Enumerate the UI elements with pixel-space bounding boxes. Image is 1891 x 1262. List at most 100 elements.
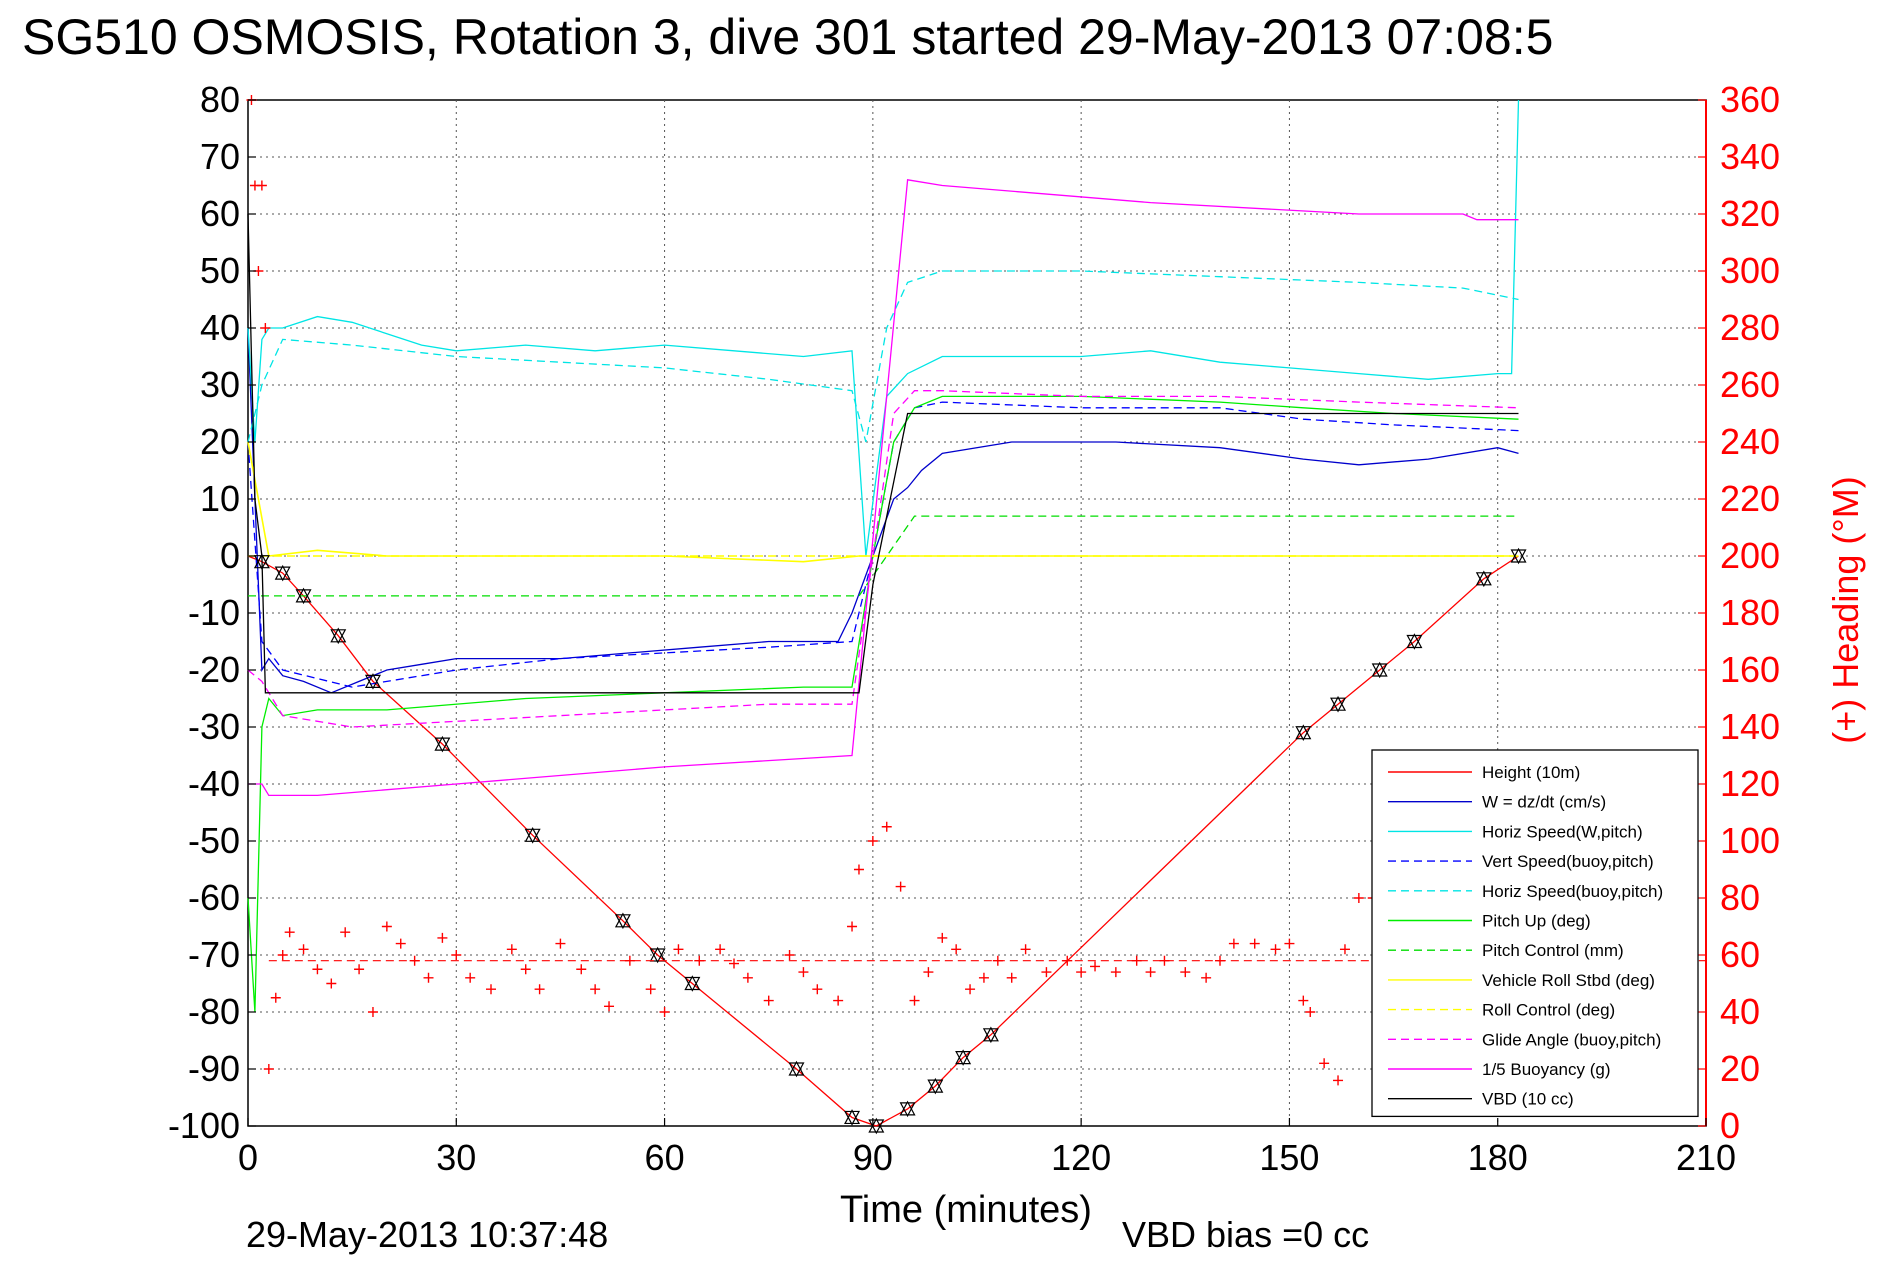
x-axis-label: Time (minutes) [840,1189,1092,1231]
x-tick-label: 180 [1468,1137,1528,1178]
y-tick-label: -90 [188,1048,240,1089]
heading-point [465,972,476,983]
legend-label: Glide Angle (buoy,pitch) [1482,1030,1661,1049]
height-marker [927,1079,944,1095]
heading-point [1270,944,1281,955]
heading-point [867,836,878,846]
y2-tick-label: 180 [1720,592,1780,633]
heading-point [1180,967,1191,978]
heading-point [381,921,392,932]
y-tick-label: -10 [188,592,240,633]
heading-point [354,964,365,975]
heading-point [1228,938,1239,949]
heading-point [951,944,962,955]
height-marker [330,629,347,645]
y-tick-label: 20 [200,421,240,462]
height-marker [1406,634,1423,650]
heading-point [437,932,448,943]
heading-point [555,938,566,949]
y-tick-label: -20 [188,649,240,690]
x-tick-label: 150 [1259,1137,1319,1178]
heading-point [277,950,288,960]
heading-point [881,821,892,832]
heading-point [256,180,267,191]
y-tick-label: -60 [188,877,240,918]
heading-point [604,1001,615,1012]
heading-point [895,881,906,892]
plot-area [246,95,1707,1135]
heading-point [729,958,739,969]
height-marker [868,1119,885,1135]
x-tick-label: 60 [645,1137,685,1178]
heading-point [1215,955,1225,966]
heading-point [486,984,496,995]
series-line-1 [247,327,1519,694]
heading-point [1090,961,1101,972]
y2-tick-label: 120 [1720,763,1780,804]
legend-box [1371,749,1699,1118]
y-tick-label: 40 [200,307,240,348]
heading-point [395,938,406,949]
y-tick-label: 60 [200,193,240,234]
heading-point [645,984,656,995]
y2-tick-label: 200 [1720,535,1780,576]
y2-tick-label: 300 [1720,250,1780,291]
heading-point [992,955,1003,966]
heading-point [937,932,948,943]
y-tick-label: -30 [188,706,240,747]
heading-point [534,984,545,995]
heading-point [798,967,809,978]
height-marker [684,976,701,992]
heading-point [784,950,795,960]
y-tick-label: -80 [188,991,240,1032]
heading-point [659,1007,670,1017]
y2-tick-label: 40 [1720,991,1760,1032]
y-tick-label: 50 [200,250,240,291]
heading-point [1110,967,1121,978]
y2-tick-label: 360 [1720,79,1780,120]
vbd-bias-label: VBD bias =0 cc [1122,1214,1369,1255]
heading-point [1076,967,1087,978]
y-tick-label: 80 [200,79,240,120]
heading-point [715,944,726,955]
heading-point [1041,967,1052,978]
height-marker [434,737,451,753]
legend-label: Vert Speed(buoy,pitch) [1482,852,1654,871]
y2-tick-label: 140 [1720,706,1780,747]
height-marker [614,914,631,930]
heading-point [1284,938,1295,949]
legend-label: Pitch Up (deg) [1482,912,1591,931]
legend-label: Horiz Speed(W,pitch) [1482,822,1643,841]
heading-point [1319,1058,1330,1069]
heading-point [694,955,705,966]
heading-point [270,992,281,1003]
heading-point [590,984,601,995]
heading-point [812,984,823,995]
heading-point [763,995,774,1006]
heading-point [1062,955,1073,966]
heading-point [1201,972,1212,983]
legend-label: VBD (10 cc) [1482,1090,1574,1109]
heading-point [298,944,309,955]
y2-tick-label: 160 [1720,649,1780,690]
y-tick-label: -40 [188,763,240,804]
footer-timestamp: 29-May-2013 10:37:48 [246,1214,608,1255]
bottom-axis: 0 30 60 90 120 150 180 210 [238,1118,1736,1178]
height-marker [982,1028,999,1044]
heading-point [506,944,517,955]
y2-tick-label: 100 [1720,820,1780,861]
y-tick-label: -100 [168,1105,240,1146]
series-line-4 [247,270,1519,443]
heading-point [423,972,434,983]
y2-tick-label: 0 [1720,1105,1740,1146]
y2-tick-label: 260 [1720,364,1780,405]
heading-point [1298,995,1309,1006]
height-marker [788,1062,805,1078]
heading-point [833,995,844,1006]
series-line-11 [247,213,1519,694]
heading-point [1353,893,1364,903]
height-marker [1510,549,1527,565]
legend-label: W = dz/dt (cm/s) [1482,793,1606,812]
y2-tick-label: 60 [1720,934,1760,975]
y-tick-label: 70 [200,136,240,177]
